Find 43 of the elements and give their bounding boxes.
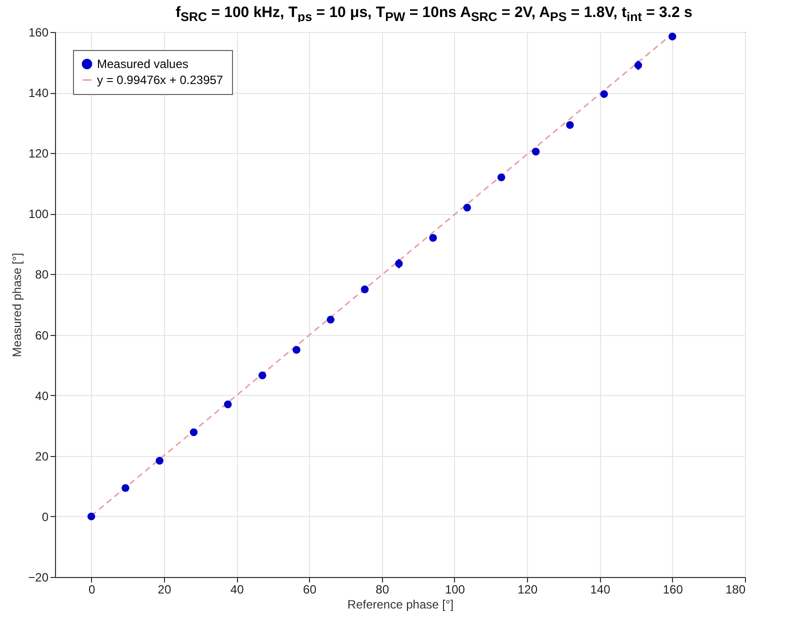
y-tick-label: 80 xyxy=(35,268,49,282)
point xyxy=(668,32,676,40)
point xyxy=(122,484,130,492)
x-tick-label: 60 xyxy=(303,582,317,596)
point xyxy=(634,61,642,70)
x-tick-label: 140 xyxy=(590,582,611,596)
x-tick-label: 180 xyxy=(725,582,746,596)
point xyxy=(463,204,472,212)
point xyxy=(532,148,540,156)
point xyxy=(326,316,335,324)
y-tick-label: 100 xyxy=(28,207,49,222)
y-tick-label: 160 xyxy=(28,26,49,40)
y-tick-label: 40 xyxy=(35,388,49,403)
y-tick-label: −20 xyxy=(28,570,49,584)
point xyxy=(497,173,506,182)
y-tick-label: 60 xyxy=(35,328,49,342)
chart-title: f$_{SRC}$ = 100 kHz, T$_{ps}$ = 10 μs, T$_{PW}$ = 10ns A$_{SRC}$ = 2V, A$_{PS}$ = 1.8V, t$_{int}$ = 3.2 s xyxy=(176,4,692,24)
point xyxy=(292,346,300,354)
y-axis-title: Measured phase [°] xyxy=(10,252,24,358)
point xyxy=(429,234,437,242)
point xyxy=(156,456,164,465)
x-tick-label: 120 xyxy=(518,582,538,596)
x-tick-label: 20 xyxy=(158,582,172,596)
point xyxy=(190,428,198,436)
point xyxy=(395,260,403,268)
point xyxy=(87,512,96,520)
x-tick-label: 0 xyxy=(88,582,96,596)
point xyxy=(600,90,608,98)
legend-label: Measured values xyxy=(97,57,188,71)
x-tick-label: 100 xyxy=(444,582,466,596)
x-tick-label: 40 xyxy=(230,582,244,596)
point xyxy=(224,400,232,408)
x-tick-label: 160 xyxy=(662,582,684,596)
y-tick-label: 140 xyxy=(28,86,49,100)
legend-label: y = 0.99476x + 0.23957 xyxy=(97,73,224,87)
point xyxy=(258,371,266,380)
x-axis-title: Reference phase [°] xyxy=(347,598,454,612)
y-tick-label: 120 xyxy=(28,146,49,161)
point xyxy=(360,285,369,294)
x-tick-label: 80 xyxy=(376,582,390,596)
y-tick-label: 0 xyxy=(42,510,49,524)
point xyxy=(566,121,574,129)
y-tick-label: 20 xyxy=(35,449,49,464)
